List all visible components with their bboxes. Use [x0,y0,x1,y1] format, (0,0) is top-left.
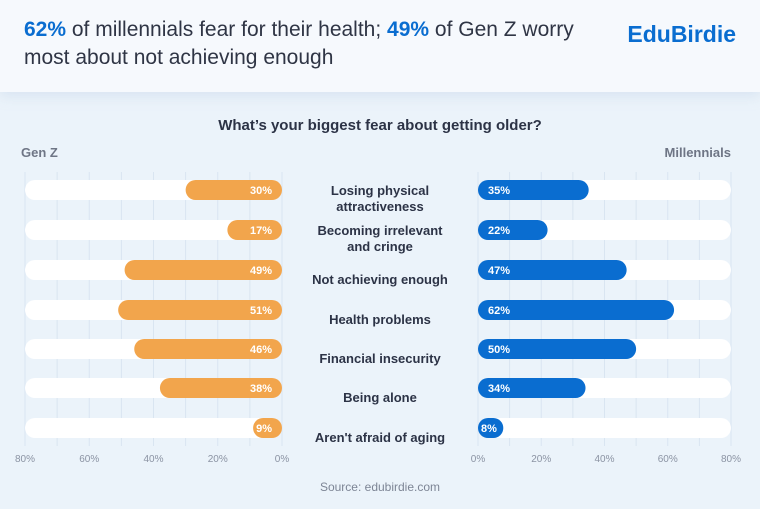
millennials-value-label: 35% [488,185,510,197]
millennials-value-label: 8% [481,423,497,435]
genz-value-label: 9% [256,423,272,435]
headline: 62% of millennials fear for their health… [24,16,604,72]
source: Source: edubirdie.com [319,480,441,494]
millennials-bar [478,418,504,438]
genz-track [25,220,282,240]
right-tick-label: 0% [471,454,486,465]
millennials-bar [478,300,675,320]
category-label: Health problems [329,312,431,327]
millennials-bar [478,339,637,359]
headline-text: of Gen Z worry most about not achieving … [24,18,574,69]
category-label: Being alone [343,390,417,405]
category-label: Losing physical [331,183,429,198]
millennials-bar [478,260,627,280]
genz-bar [124,260,283,280]
edubirdie-logo: EduBirdie [627,21,736,47]
genz-track [25,418,282,438]
genz-bar [227,220,282,240]
left-tick-label: 60% [79,454,99,465]
category-label: Not achieving enough [312,272,448,287]
millennials-value-label: 34% [488,383,510,395]
category-label: attractiveness [336,199,423,214]
genz-bar [253,418,282,438]
millennials-bar [478,180,589,200]
millennials-bar [478,220,548,240]
left-tick-label: 0% [275,454,290,465]
right-tick-label: 40% [594,454,614,465]
millennials-value-label: 47% [488,265,510,277]
left-tick-label: 40% [143,454,163,465]
left-tick-label: 80% [15,454,35,465]
genz-value-label: 30% [250,185,272,197]
genz-value-label: 46% [250,344,272,356]
right-tick-label: 20% [531,454,551,465]
millennials-value-label: 62% [488,305,510,317]
category-label: Aren't afraid of aging [315,430,445,445]
headline-genz-pct: 49% [387,18,430,41]
genz-bar [134,339,282,359]
genz-value-label: 17% [250,225,272,237]
chart-title: What’s your biggest fear about getting o… [218,117,542,134]
millennials-track [478,418,731,438]
genz-bar [185,180,282,200]
category-label: Becoming irrelevant [318,223,444,238]
genz-bar [159,378,282,398]
genz-value-label: 51% [250,305,272,317]
right-tick-label: 60% [658,454,678,465]
genz-bar [118,300,282,320]
millennials-label: Millennials [664,145,731,160]
right-tick-label: 80% [721,454,741,465]
genz-value-label: 49% [250,265,272,277]
header: 62% of millennials fear for their health… [0,0,760,92]
millennials-value-label: 50% [488,344,510,356]
genz-label: Gen Z [21,145,58,160]
category-label: and cringe [347,239,413,254]
millennials-bar [478,378,586,398]
headline-millennials-pct: 62% [24,18,67,41]
millennials-value-label: 22% [488,225,510,237]
category-label: Financial insecurity [319,351,441,366]
headline-text: of millennials fear for their health; [66,18,388,41]
left-tick-label: 20% [208,454,228,465]
genz-value-label: 38% [250,383,272,395]
